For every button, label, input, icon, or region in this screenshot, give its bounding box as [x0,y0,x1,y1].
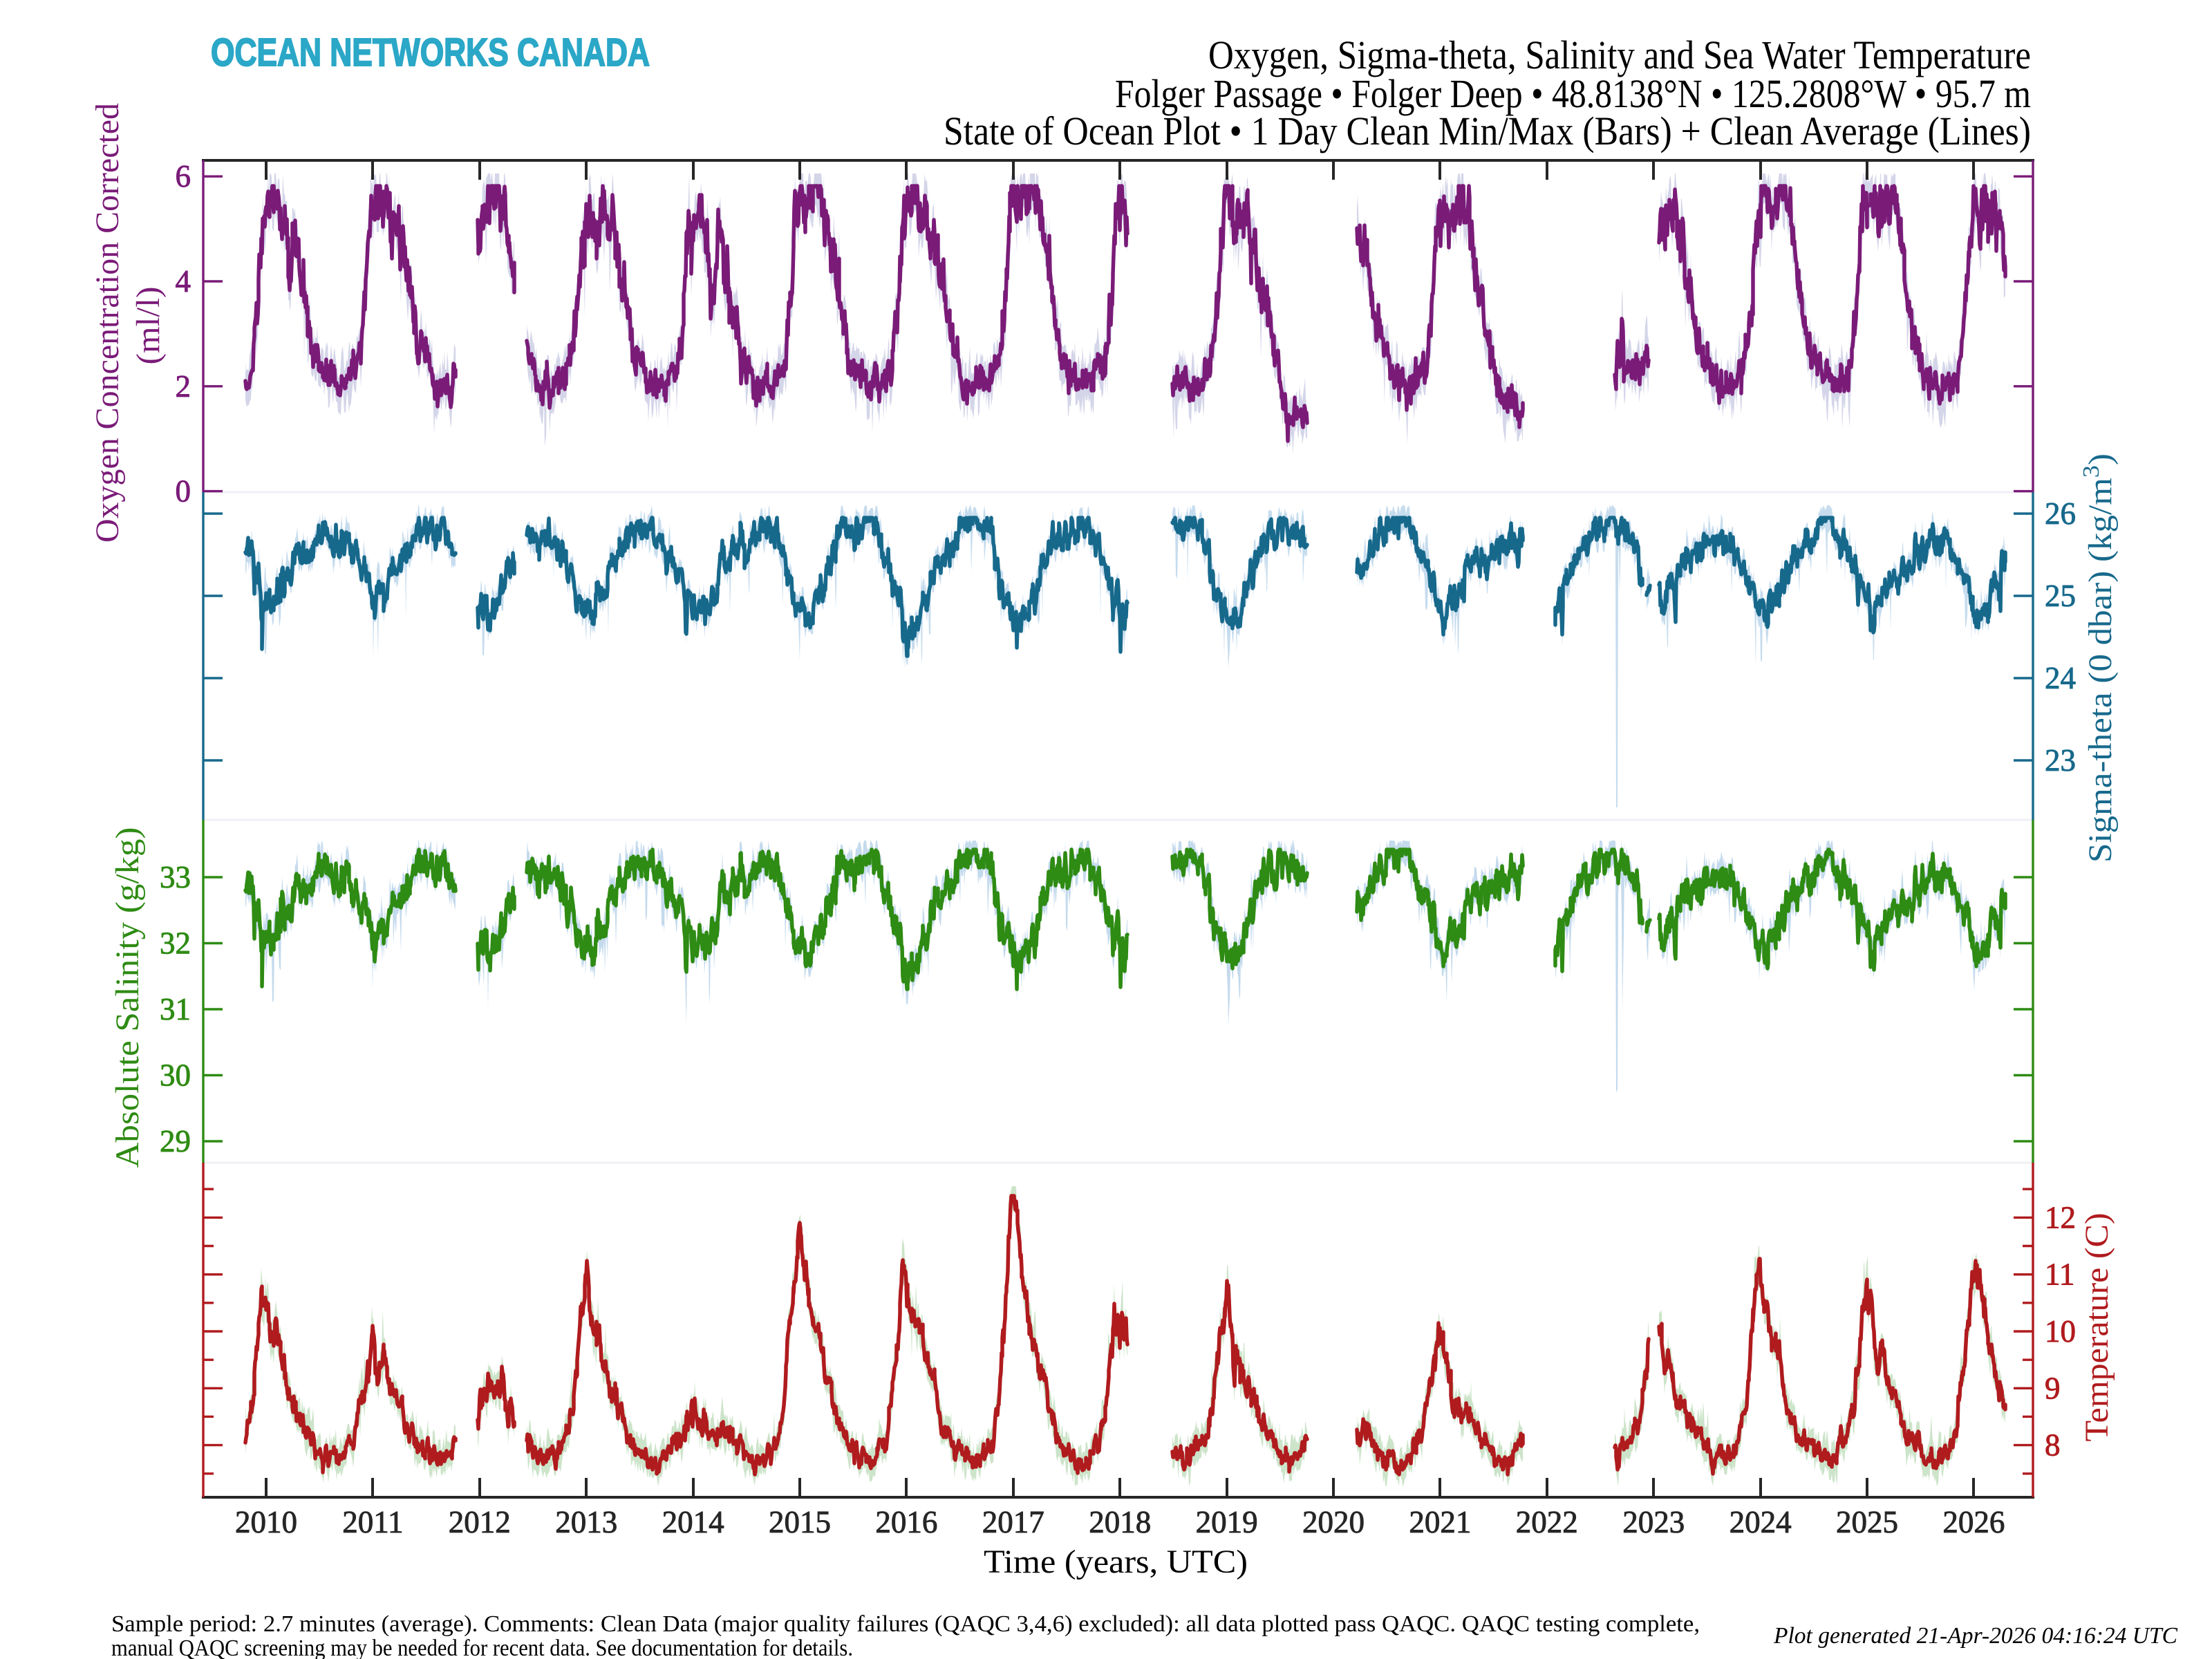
svg-text:2025: 2025 [1836,1505,1898,1539]
svg-text:Plot generated 21-Apr-2026 04:: Plot generated 21-Apr-2026 04:16:24 UTC [1773,1623,2177,1649]
svg-text:30: 30 [160,1058,191,1093]
svg-text:29: 29 [160,1124,191,1159]
svg-text:24: 24 [2045,661,2076,695]
svg-text:Temperature (C): Temperature (C) [2079,1213,2115,1442]
svg-text:OCEAN NETWORKS CANADA: OCEAN NETWORKS CANADA [211,30,650,75]
svg-text:Time (years, UTC): Time (years, UTC) [984,1544,1248,1580]
svg-text:Sigma-theta (0 dbar) (kg/m3): Sigma-theta (0 dbar) (kg/m3) [2079,453,2119,863]
svg-text:2016: 2016 [875,1505,937,1539]
svg-text:2015: 2015 [769,1505,831,1539]
svg-text:4: 4 [176,264,191,299]
svg-text:8: 8 [2045,1428,2061,1463]
svg-text:2: 2 [176,369,191,404]
svg-text:2011: 2011 [342,1505,403,1539]
svg-text:10: 10 [2045,1314,2076,1349]
svg-text:manual QAQC screening may be n: manual QAQC screening may be needed for … [111,1635,853,1659]
svg-text:2022: 2022 [1516,1505,1578,1539]
svg-text:Folger Passage • Folger Deep •: Folger Passage • Folger Deep • 48.8138°N… [1115,71,2031,116]
svg-text:26: 26 [2045,496,2076,531]
svg-text:23: 23 [2045,743,2076,778]
svg-text:2024: 2024 [1730,1505,1792,1539]
svg-text:2012: 2012 [449,1505,511,1539]
svg-text:2010: 2010 [235,1505,297,1539]
svg-text:2020: 2020 [1302,1505,1365,1539]
svg-text:Oxygen Concentration Corrected: Oxygen Concentration Corrected [89,103,126,543]
svg-text:Sample period: 2.7 minutes (av: Sample period: 2.7 minutes (average). Co… [111,1611,1700,1637]
svg-text:2018: 2018 [1089,1505,1151,1539]
svg-text:2026: 2026 [1942,1505,2005,1539]
svg-text:2013: 2013 [555,1505,617,1539]
svg-text:31: 31 [160,992,191,1027]
svg-text:State of Ocean Plot • 1 Day Cl: State of Ocean Plot • 1 Day Clean Min/Ma… [944,109,2031,153]
svg-text:2021: 2021 [1409,1505,1471,1539]
svg-text:32: 32 [160,926,191,961]
svg-text:0: 0 [176,474,191,509]
svg-text:(ml/l): (ml/l) [130,287,167,365]
svg-text:25: 25 [2045,579,2076,613]
svg-text:2019: 2019 [1196,1505,1258,1539]
svg-text:6: 6 [176,159,191,194]
svg-text:2017: 2017 [982,1505,1044,1539]
svg-text:12: 12 [2045,1200,2076,1235]
svg-text:2023: 2023 [1622,1505,1685,1539]
svg-text:Oxygen, Sigma-theta, Salinity: Oxygen, Sigma-theta, Salinity and Sea Wa… [1208,32,2031,77]
svg-text:33: 33 [160,860,191,894]
svg-text:Absolute Salinity (g/kg): Absolute Salinity (g/kg) [109,827,146,1168]
svg-text:2014: 2014 [662,1505,724,1539]
svg-text:11: 11 [2045,1257,2074,1292]
svg-text:9: 9 [2045,1371,2061,1405]
